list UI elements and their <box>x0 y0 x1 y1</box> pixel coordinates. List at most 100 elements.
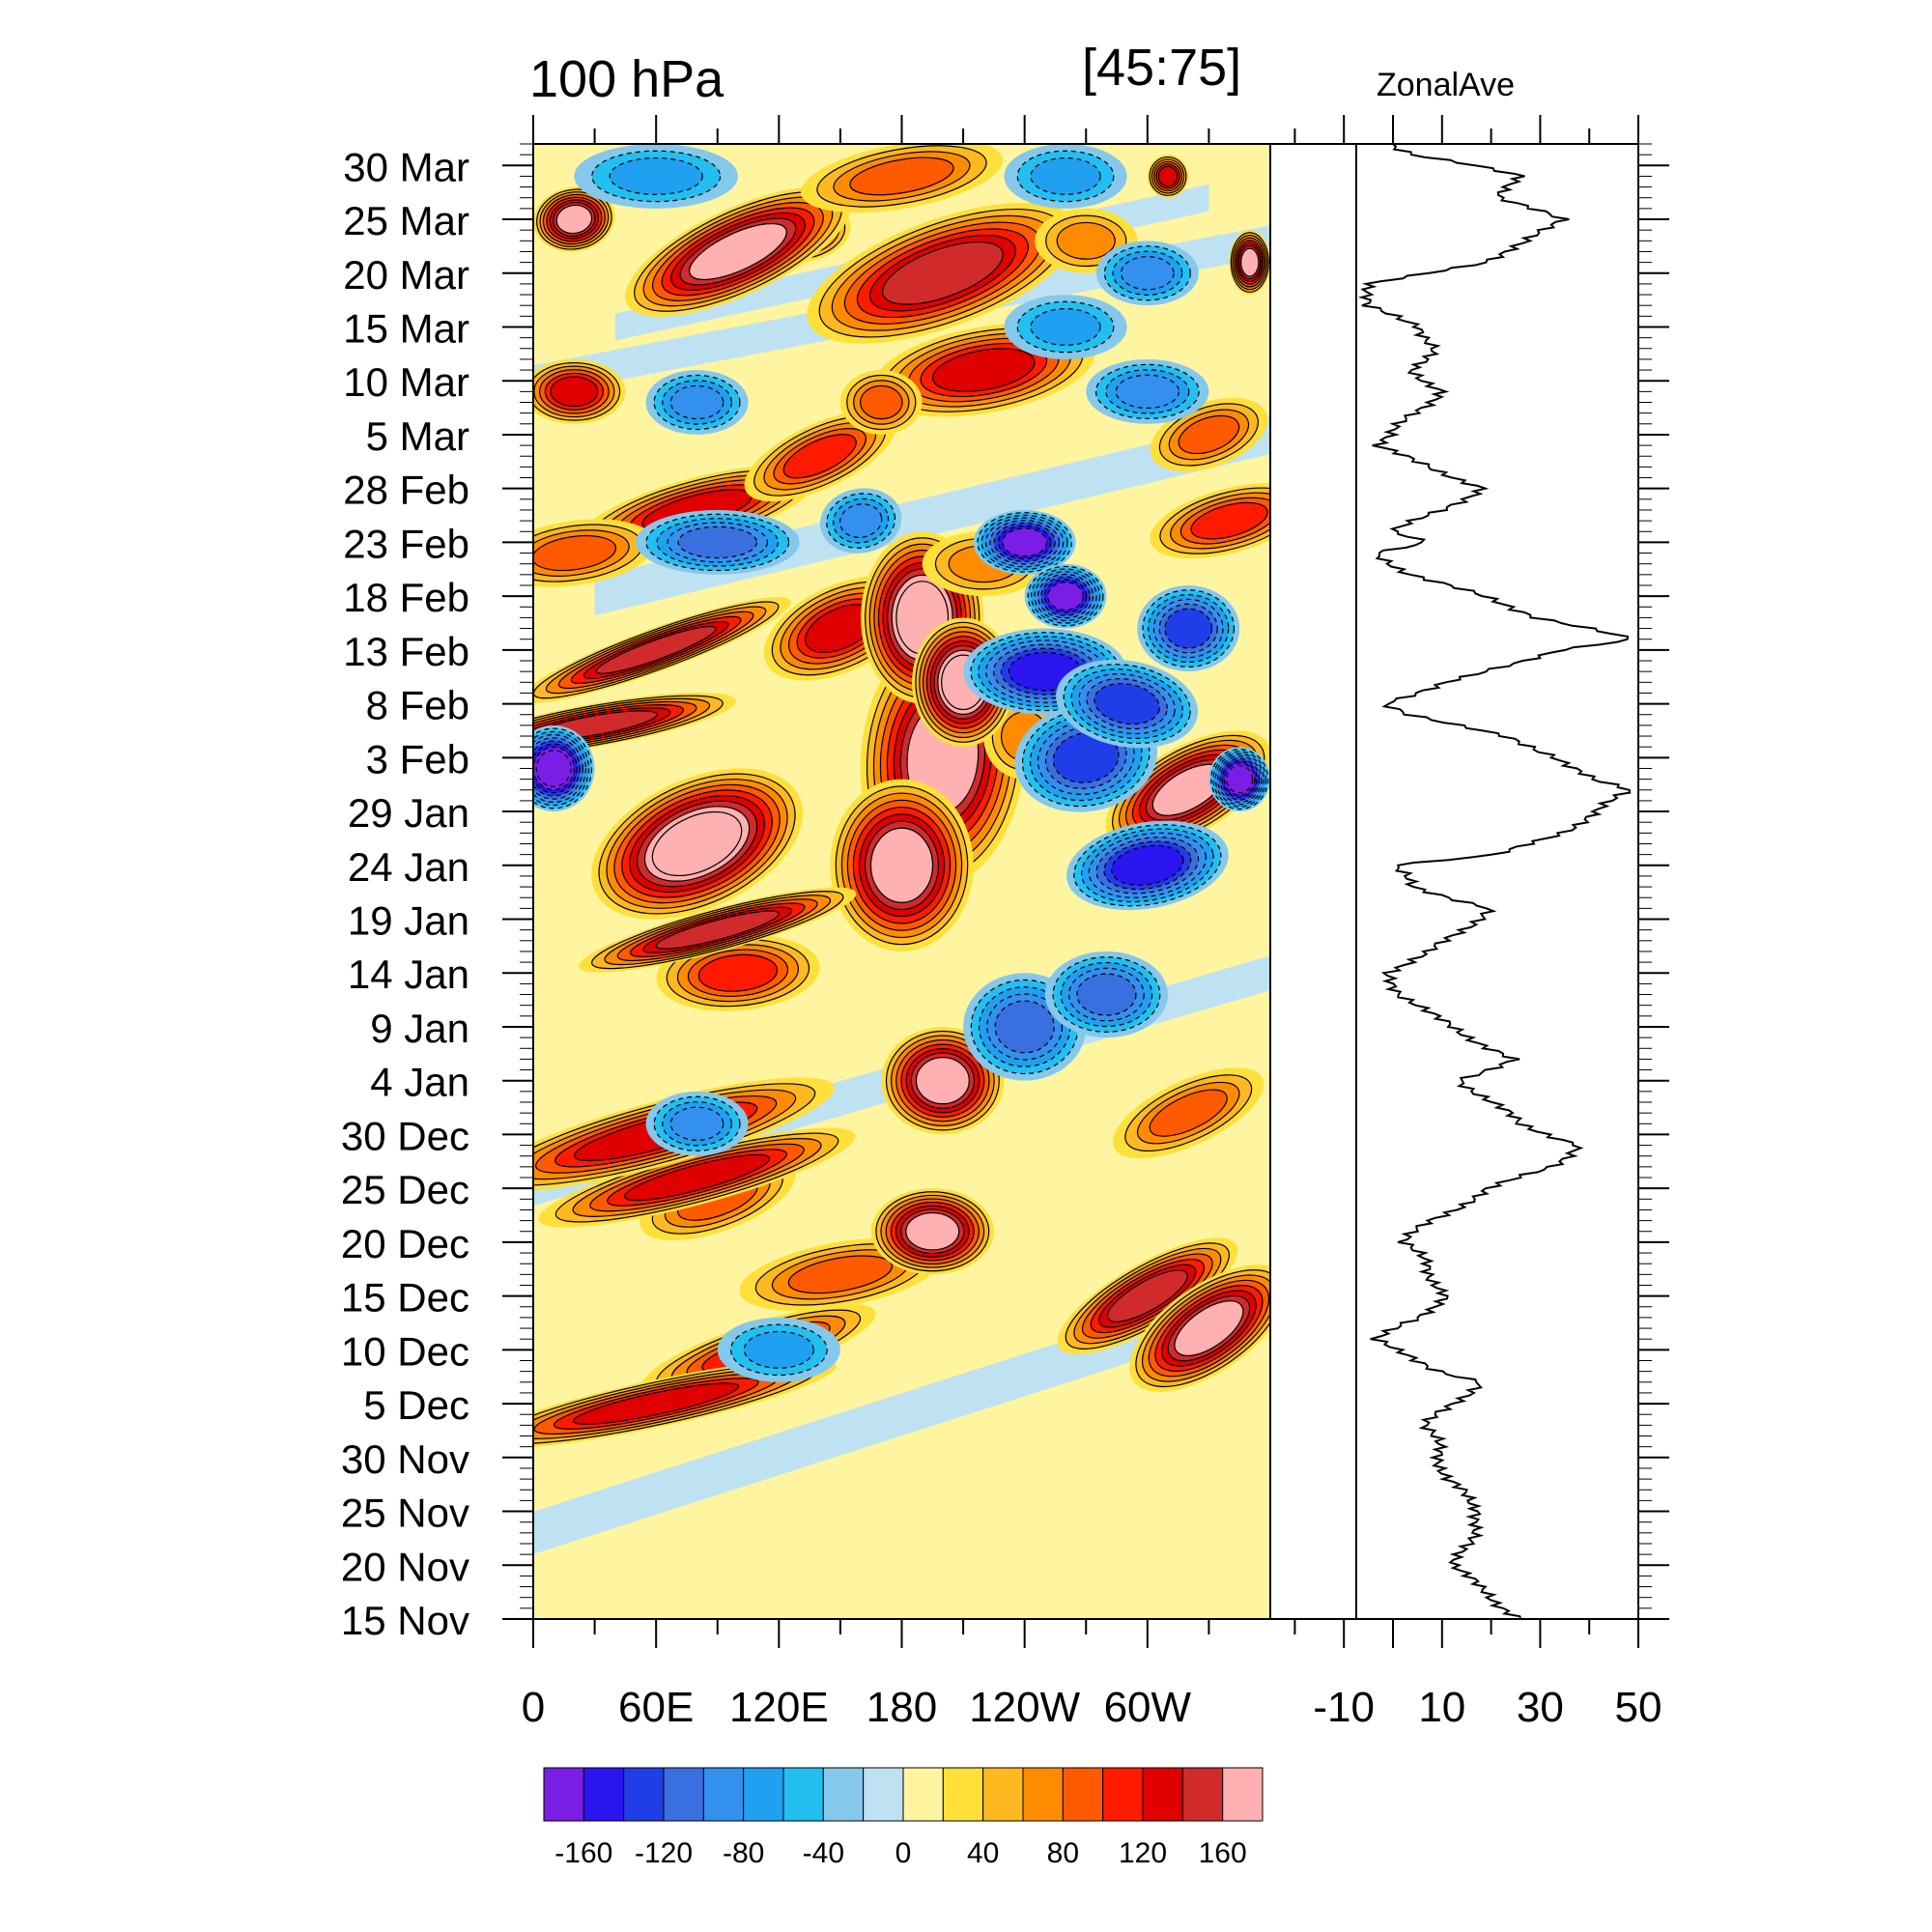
colorbar-swatch <box>1222 1767 1264 1822</box>
positive-anomaly-contour <box>931 348 1036 392</box>
colorbar-swatch <box>1142 1767 1183 1822</box>
negative-anomaly-contour <box>1076 973 1137 1016</box>
negative-anomaly-contour <box>1121 256 1175 291</box>
y-tick-label: 20 Mar <box>343 252 469 298</box>
colorbar-swatch <box>942 1767 984 1822</box>
y-tick-label: 28 Feb <box>343 468 469 513</box>
positive-anomaly-contour <box>1056 221 1116 260</box>
y-tick-label: 10 Mar <box>343 359 469 405</box>
colorbar-label: 120 <box>1119 1837 1167 1869</box>
positive-anomaly-contour <box>787 1255 894 1294</box>
negative-anomaly-contour <box>669 384 724 420</box>
positive-anomaly-contour <box>1106 1269 1188 1322</box>
colorbar-swatch <box>1102 1767 1144 1822</box>
positive-anomaly-contour <box>849 156 954 196</box>
positive-anomaly-contour <box>655 910 780 950</box>
negative-anomaly-contour <box>1115 374 1180 410</box>
colorbar-swatch <box>623 1767 665 1822</box>
colorbar-swatch <box>902 1767 944 1822</box>
negative-anomaly-contour <box>1094 683 1160 725</box>
y-tick-label: 25 Dec <box>341 1167 469 1212</box>
y-tick-label: 30 Mar <box>343 144 469 189</box>
y-tick-label: 20 Dec <box>341 1221 469 1266</box>
positive-anomaly-contour <box>555 204 593 235</box>
positive-anomaly-contour <box>697 953 779 992</box>
y-tick-label: 24 Jan <box>348 844 469 890</box>
y-tick-label: 8 Feb <box>366 683 469 728</box>
x-tick-label: 120E <box>729 1684 829 1731</box>
colorbar-swatch <box>863 1767 904 1822</box>
hovmoller-contours <box>533 144 1270 1554</box>
negative-anomaly-contour <box>1052 731 1120 783</box>
positive-anomaly-contour <box>573 1382 740 1425</box>
longitude-axis: 0 60E 120E 180 120W 60W <box>522 115 1210 1731</box>
positive-anomaly-contour <box>1190 501 1268 540</box>
negative-anomaly-contour <box>677 526 758 559</box>
y-tick-label: 5 Mar <box>366 413 469 459</box>
positive-anomaly-contour <box>1174 1300 1244 1356</box>
time-axis: 15 Nov 20 Nov 25 Nov 30 Nov 5 Dec 10 Dec 15 De… <box>341 143 1669 1643</box>
colorbar-label: -80 <box>723 1837 764 1869</box>
positive-anomaly-contour <box>623 1153 771 1202</box>
positive-anomaly-contour <box>533 534 617 572</box>
y-tick-label: 15 Dec <box>341 1275 469 1321</box>
y-tick-label: 30 Nov <box>341 1436 469 1482</box>
zonal-x-tick-label: 10 <box>1418 1684 1465 1731</box>
y-tick-label: 3 Feb <box>366 736 469 781</box>
y-tick-label: 29 Jan <box>348 790 469 836</box>
y-tick-label: 5 Dec <box>363 1382 469 1428</box>
zonal-x-tick-label: 30 <box>1517 1684 1564 1731</box>
x-tick-label: 0 <box>522 1684 545 1731</box>
negative-anomaly-contour <box>609 156 703 195</box>
colorbar-label: 0 <box>895 1837 912 1869</box>
zonal-x-tick-label: -10 <box>1313 1684 1375 1731</box>
negative-anomaly-contour <box>1030 307 1101 346</box>
positive-anomaly-contour <box>550 376 599 408</box>
colorbar-label: -120 <box>635 1837 693 1869</box>
positive-anomaly-contour <box>860 384 903 420</box>
positive-anomaly-contour <box>1178 414 1240 455</box>
positive-anomaly-contour <box>651 810 743 877</box>
y-tick-label: 19 Jan <box>348 898 469 944</box>
colorbar-swatch <box>663 1767 704 1822</box>
positive-anomaly-contour <box>689 222 787 281</box>
chart-title: 100 hPa <box>529 50 724 108</box>
colorbar-label: -40 <box>803 1837 844 1869</box>
negative-anomaly-contour <box>535 750 572 787</box>
zonal-average-title: ZonalAve <box>1377 67 1515 103</box>
negative-anomaly-contour <box>1002 527 1048 557</box>
positive-anomaly-contour <box>869 827 934 903</box>
y-tick-label: 13 Feb <box>343 629 469 674</box>
colorbar-swatch <box>1022 1767 1064 1822</box>
y-tick-label: 23 Feb <box>343 521 469 566</box>
colorbar-swatch <box>582 1767 625 1822</box>
colorbar-label: 160 <box>1199 1837 1247 1869</box>
x-tick-label: 60E <box>618 1684 694 1731</box>
negative-anomaly-contour <box>994 1000 1055 1054</box>
x-tick-label: 180 <box>867 1684 937 1731</box>
colorbar-swatch <box>982 1767 1024 1822</box>
negative-anomaly-contour <box>743 1330 814 1369</box>
colorbar-swatch <box>702 1767 745 1822</box>
y-tick-label: 14 Jan <box>348 952 469 997</box>
colorbar-label: 40 <box>967 1837 999 1869</box>
colorbar-swatch <box>822 1767 865 1822</box>
negative-anomaly-contour <box>1030 156 1101 195</box>
y-tick-label: 15 Nov <box>341 1598 469 1643</box>
positive-anomaly-contour <box>905 1211 960 1251</box>
colorbar-label: 80 <box>1047 1837 1079 1869</box>
colorbar-swatch <box>1062 1767 1104 1822</box>
zonal-value-axis: -10 10 30 50 <box>1293 115 1662 1731</box>
hovmoller-panel <box>532 143 1271 1620</box>
positive-anomaly-contour <box>1149 1089 1228 1137</box>
x-tick-label: 120W <box>969 1684 1080 1731</box>
y-tick-label: 10 Dec <box>341 1328 469 1374</box>
zonal-average-line <box>1357 144 1632 1619</box>
positive-anomaly-contour <box>595 625 717 674</box>
y-tick-label: 18 Feb <box>343 575 469 620</box>
x-tick-label: 60W <box>1104 1684 1192 1731</box>
negative-anomaly-contour <box>1111 844 1184 886</box>
negative-anomaly-contour <box>838 503 883 538</box>
positive-anomaly-contour <box>782 434 857 479</box>
